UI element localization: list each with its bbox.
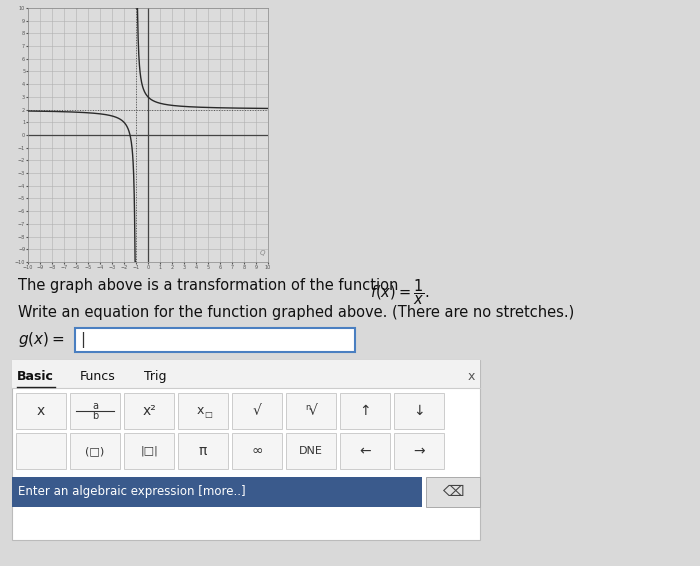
Bar [124, 433, 174, 469]
Bar [178, 433, 228, 469]
Bar [16, 393, 66, 429]
Bar [340, 433, 390, 469]
Text: □: □ [204, 409, 212, 418]
Bar [16, 433, 66, 469]
Bar [286, 393, 336, 429]
Text: ⌫: ⌫ [442, 484, 464, 500]
Text: π: π [199, 444, 207, 458]
Text: x: x [37, 404, 45, 418]
Text: x: x [196, 405, 204, 418]
Text: n: n [305, 402, 311, 411]
Text: Trig: Trig [144, 370, 167, 383]
Bar [75, 328, 355, 352]
Text: x: x [468, 370, 475, 383]
Text: $f(x) = \dfrac{1}{x}.$: $f(x) = \dfrac{1}{x}.$ [370, 277, 429, 307]
Text: ←: ← [359, 444, 371, 458]
Text: ↓: ↓ [413, 404, 425, 418]
Bar [340, 393, 390, 429]
Text: |: | [80, 332, 85, 348]
Text: $g(x) =$: $g(x) =$ [18, 330, 64, 349]
Text: Q: Q [259, 250, 265, 256]
Bar [12, 360, 480, 540]
Text: Write an equation for the function graphed above. (There are no stretches.): Write an equation for the function graph… [18, 305, 574, 320]
Text: Basic: Basic [17, 370, 54, 383]
Bar [124, 393, 174, 429]
Bar [232, 433, 282, 469]
Bar [178, 393, 228, 429]
Bar [70, 433, 120, 469]
Text: b: b [92, 411, 98, 421]
Bar [394, 433, 444, 469]
Text: The graph above is a transformation of the function: The graph above is a transformation of t… [18, 278, 403, 293]
Bar [12, 360, 480, 388]
Text: Enter an algebraic expression [more..]: Enter an algebraic expression [more..] [18, 486, 246, 499]
Bar [394, 393, 444, 429]
Text: Funcs: Funcs [80, 370, 116, 383]
Text: DNE: DNE [299, 446, 323, 456]
Text: ↑: ↑ [359, 404, 371, 418]
Bar [70, 393, 120, 429]
Text: |□|: |□| [140, 446, 158, 456]
Bar [232, 393, 282, 429]
Text: (□): (□) [85, 446, 104, 456]
Bar [426, 477, 480, 507]
Bar [12, 477, 422, 507]
Text: ∞: ∞ [251, 444, 262, 458]
Text: x²: x² [142, 404, 156, 418]
Text: √: √ [253, 404, 261, 418]
Bar [286, 433, 336, 469]
Text: √: √ [309, 404, 317, 418]
Text: →: → [413, 444, 425, 458]
Text: a: a [92, 401, 98, 411]
